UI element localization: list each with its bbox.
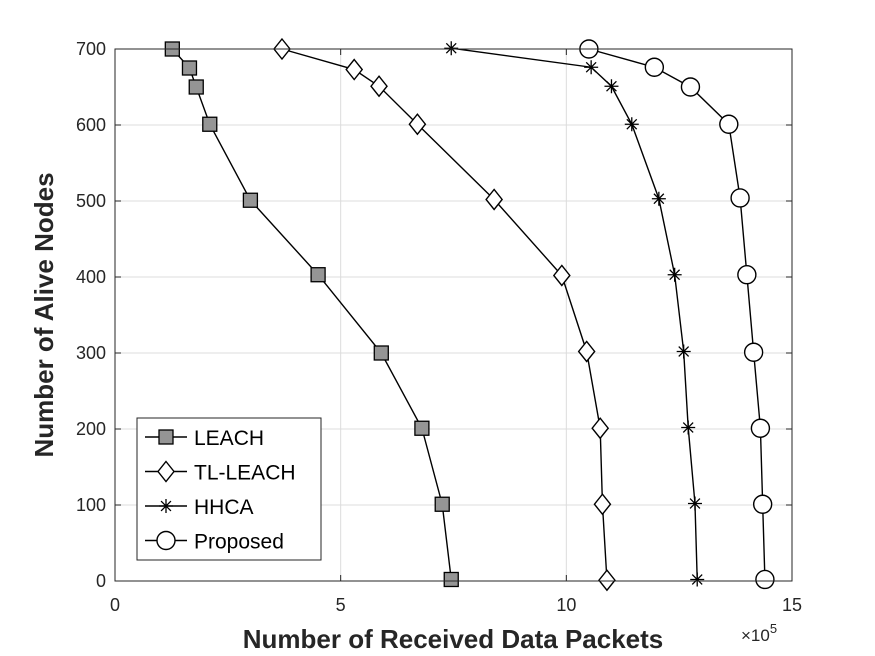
legend-marker — [158, 429, 174, 445]
data-point-hhca — [584, 60, 599, 75]
data-point-hhca — [624, 117, 639, 132]
x-exponent-label: ×105 — [741, 621, 777, 645]
data-point-tl-leach — [598, 569, 616, 592]
series-proposed — [579, 39, 775, 590]
x-exponent-power: 5 — [770, 621, 777, 636]
legend-entry-tl-leach: TL-LEACH — [145, 460, 296, 485]
data-point-leach — [310, 267, 326, 283]
legend-label: Proposed — [194, 531, 284, 554]
legend-marker — [156, 530, 176, 551]
series-tl-leach — [273, 37, 616, 592]
data-point-hhca — [444, 41, 459, 56]
data-point-hhca — [676, 344, 691, 359]
series-line-tl-leach — [281, 48, 608, 581]
y-tick-label: 0 — [96, 571, 106, 591]
legend-label: TL-LEACH — [194, 462, 296, 485]
data-point-hhca — [604, 79, 619, 94]
data-point-proposed — [752, 494, 773, 514]
data-point-hhca — [651, 191, 666, 206]
data-point-proposed — [644, 57, 665, 77]
legend-label: LEACH — [194, 427, 264, 450]
data-point-leach — [242, 192, 259, 208]
series-line-hhca — [451, 47, 698, 580]
series-leach — [164, 41, 459, 588]
y-tick-label: 300 — [76, 343, 106, 363]
x-tick-label: 0 — [110, 595, 120, 615]
data-point-tl-leach — [345, 58, 364, 81]
legend-marker — [159, 499, 173, 513]
series-layer — [164, 37, 775, 592]
x-axis-title: Number of Received Data Packets — [243, 624, 664, 654]
x-tick-label: 15 — [782, 595, 802, 615]
data-point-tl-leach — [370, 75, 388, 98]
x-tick-label: 10 — [556, 595, 576, 615]
legend: LEACH TL-LEACH HHCA Proposed — [136, 417, 322, 561]
data-point-tl-leach — [593, 493, 612, 516]
x-tick-label: 5 — [336, 595, 346, 615]
data-point-leach — [443, 571, 459, 588]
y-tick-label: 200 — [76, 419, 106, 439]
data-point-proposed — [719, 114, 739, 134]
y-tick-label: 600 — [76, 115, 106, 135]
y-axis-title: Number of Alive Nodes — [29, 172, 59, 457]
data-point-hhca — [667, 267, 682, 282]
data-point-tl-leach — [485, 188, 504, 211]
data-point-proposed — [680, 77, 701, 97]
data-point-tl-leach — [552, 264, 571, 287]
data-point-proposed — [730, 188, 750, 208]
data-point-tl-leach — [591, 417, 610, 440]
y-tick-label: 700 — [76, 39, 106, 59]
data-point-leach — [181, 60, 198, 76]
data-point-leach — [188, 79, 204, 95]
series-line-proposed — [588, 48, 766, 580]
legend-label: HHCA — [194, 496, 254, 519]
data-point-hhca — [681, 420, 696, 435]
data-point-hhca — [687, 496, 702, 511]
data-point-leach — [202, 116, 218, 132]
ticks: 0 5 10 15 0 100 200 300 400 500 600 700 — [76, 39, 802, 615]
data-point-leach — [373, 345, 389, 361]
legend-entry-leach: LEACH — [145, 427, 264, 450]
legend-entry-proposed: Proposed — [145, 531, 284, 554]
y-tick-label: 500 — [76, 191, 106, 211]
plot-frame — [114, 48, 793, 582]
data-point-leach — [434, 496, 450, 512]
y-tick-label: 400 — [76, 267, 106, 287]
data-point-tl-leach — [577, 340, 596, 363]
data-point-tl-leach — [408, 113, 427, 136]
data-point-proposed — [737, 265, 757, 285]
y-tick-label: 100 — [76, 495, 106, 515]
data-point-proposed — [755, 569, 775, 590]
legend-marker — [157, 460, 175, 483]
data-point-leach — [414, 420, 430, 436]
x-exponent-base: ×10 — [741, 626, 770, 645]
data-point-proposed — [750, 418, 771, 438]
data-point-hhca — [690, 572, 705, 587]
legend-entry-hhca: HHCA — [145, 496, 254, 519]
series-hhca — [444, 41, 705, 587]
data-point-proposed — [743, 342, 764, 362]
series-line-leach — [171, 48, 452, 580]
